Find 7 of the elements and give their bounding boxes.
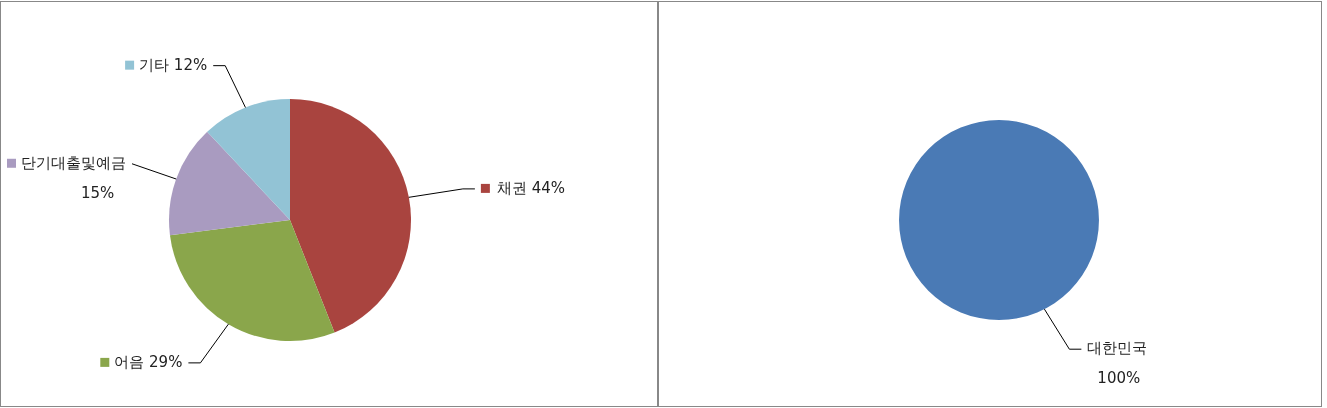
legend-label: 기타 12% bbox=[139, 55, 208, 74]
legend-label: 채권 44% bbox=[496, 178, 565, 197]
slice-label: 대한민국 bbox=[1087, 339, 1148, 358]
legend-label: 단기대출및예금 bbox=[21, 153, 126, 172]
data-label: 100% bbox=[1097, 369, 1141, 388]
data-label: 15% bbox=[81, 183, 115, 202]
legend-label: 어음 29% bbox=[114, 352, 183, 371]
